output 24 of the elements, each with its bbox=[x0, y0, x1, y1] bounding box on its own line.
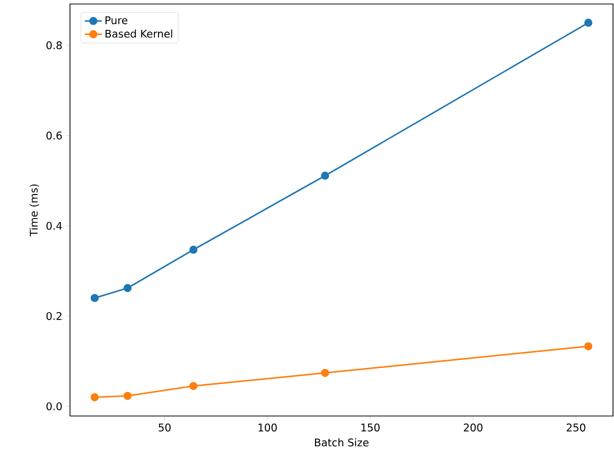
point bbox=[124, 284, 132, 292]
point bbox=[90, 294, 99, 302]
point bbox=[124, 392, 132, 400]
point bbox=[584, 342, 592, 350]
x-tick-label: 150 bbox=[361, 424, 380, 432]
y-tick-label: 0.2 bbox=[46, 312, 62, 320]
point bbox=[189, 246, 198, 254]
point bbox=[90, 393, 99, 402]
x-tick-label: 50 bbox=[158, 424, 171, 432]
point bbox=[189, 382, 198, 390]
y-tick-label: 0.4 bbox=[46, 222, 62, 230]
point bbox=[321, 368, 330, 377]
y-tick-label: 0.6 bbox=[46, 132, 62, 140]
point bbox=[584, 18, 592, 27]
x-axis-title: Batch Size bbox=[314, 438, 368, 446]
legend-label: Based Kernel bbox=[106, 30, 172, 38]
y-tick-label: 0.8 bbox=[46, 41, 62, 50]
y-tick-label: 0.0 bbox=[46, 402, 62, 410]
point bbox=[321, 172, 330, 180]
x-tick-label: 200 bbox=[464, 424, 482, 432]
x-tick-label: 100 bbox=[258, 424, 277, 432]
x-tick-label: 250 bbox=[566, 424, 586, 432]
legend-label: Pure bbox=[106, 16, 128, 24]
y-axis-title: Time (ms) bbox=[30, 184, 39, 236]
